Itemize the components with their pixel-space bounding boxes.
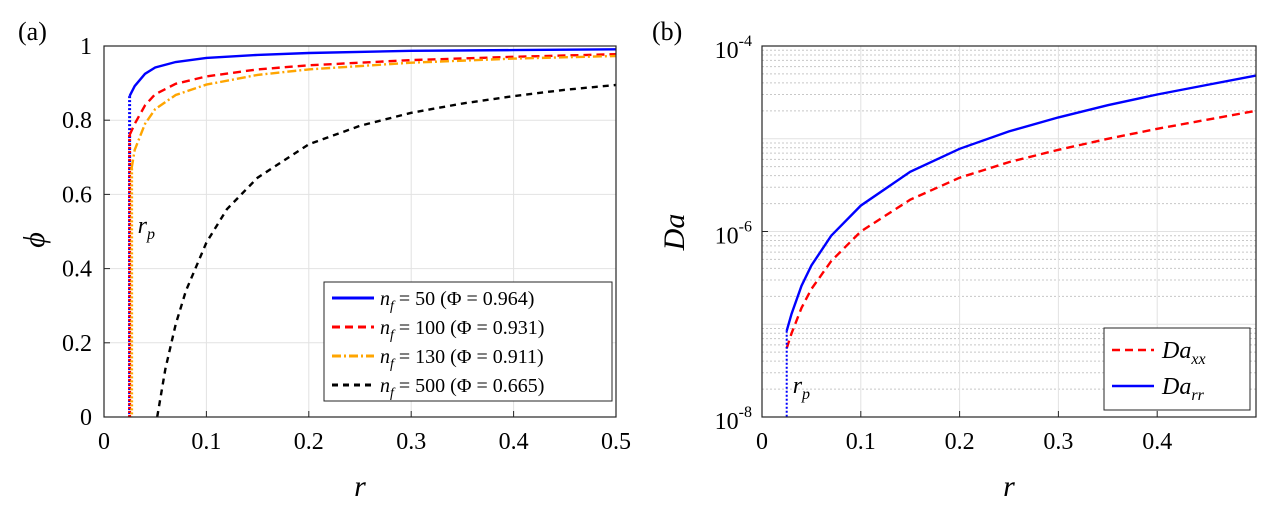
x-tick-label: 0.4 xyxy=(499,429,529,455)
legend-entry-3: nf = 500 (Φ = 0.665) xyxy=(380,375,544,401)
series-line-0 xyxy=(785,109,1257,349)
legend-entry-1: nf = 100 (Φ = 0.931) xyxy=(380,317,544,343)
x-tick-label: 0 xyxy=(756,429,768,455)
series-line-0 xyxy=(128,48,617,97)
y-tick-label: 0.2 xyxy=(62,331,92,357)
legend-entry-0: nf = 50 (Φ = 0.964) xyxy=(380,288,534,314)
y-tick-label: 1 xyxy=(80,34,92,60)
legend-a: nf = 50 (Φ = 0.964) nf = 100 (Φ = 0.931) n… xyxy=(323,281,613,402)
series-line-1 xyxy=(785,74,1257,332)
series-line-2 xyxy=(130,54,617,169)
x-tick-label: 0.3 xyxy=(1043,429,1073,455)
panel-a: 0 0.1 0.2 0.3 0.4 0.5 0 0.2 0.4 0.6 0.8 1 r ϕ (a) rp nf … xyxy=(18,17,631,503)
series-line-1 xyxy=(128,53,617,136)
rp-annotation: rp xyxy=(138,213,155,243)
y-tick-label: 10-8 xyxy=(715,404,752,435)
legend-box xyxy=(323,281,613,402)
x-tick-label: 0 xyxy=(98,429,110,455)
y-axis-label: ϕ xyxy=(18,232,51,248)
y-tick-label: 0 xyxy=(80,405,92,431)
legend-entry-0: Daxx xyxy=(1161,338,1206,368)
x-tick-label: 0.2 xyxy=(945,429,975,455)
panel-b: 0 0.1 0.2 0.3 0.4 10-8 10-6 10-4 r Da (b) rp Daxx Dar… xyxy=(652,17,1257,503)
y-axis-label: Da xyxy=(658,214,691,252)
y-tick-label: 10-6 xyxy=(715,219,752,250)
legend-entry-2: nf = 130 (Φ = 0.911) xyxy=(380,346,544,372)
y-tick-label: 0.6 xyxy=(62,182,92,208)
x-tick-label: 0.2 xyxy=(294,429,324,455)
x-tick-label: 0.3 xyxy=(396,429,426,455)
legend-box xyxy=(1103,327,1251,411)
y-tick-label: 0.8 xyxy=(62,108,92,134)
legend-entry-1: Darr xyxy=(1161,374,1205,404)
x-tick-label: 0.5 xyxy=(601,429,631,455)
series-line-3 xyxy=(156,83,617,418)
rp-annotation: rp xyxy=(793,373,810,403)
x-axis-label: r xyxy=(354,470,366,503)
x-axis-label: r xyxy=(1003,470,1015,503)
y-tick-label: 10-4 xyxy=(715,33,752,64)
legend-b: Daxx Darr xyxy=(1103,327,1251,411)
axes-box xyxy=(103,45,617,418)
panel-label-b: (b) xyxy=(652,17,682,46)
x-tick-label: 0.4 xyxy=(1142,429,1172,455)
x-tick-label: 0.1 xyxy=(191,429,221,455)
y-tick-label: 0.4 xyxy=(62,257,92,283)
panel-label-a: (a) xyxy=(18,17,47,46)
x-tick-label: 0.1 xyxy=(846,429,876,455)
